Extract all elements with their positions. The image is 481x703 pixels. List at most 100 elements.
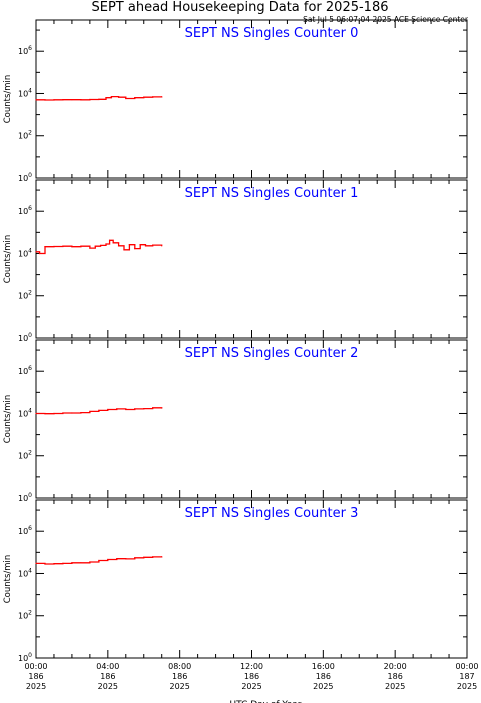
panel-title: SEPT NS Singles Counter 2: [185, 346, 359, 361]
data-point: [152, 407, 154, 409]
data-point: [89, 98, 91, 101]
data-point: [53, 245, 55, 248]
data-point: [161, 96, 163, 98]
x-tick-label: 186: [172, 672, 187, 681]
chart-panel-3: 100 102 104 106 SEPT NS Singles Counter 3 Cou…: [3, 499, 468, 663]
x-tick-label: 08:00: [168, 662, 191, 671]
x-tick-label: 186: [28, 672, 43, 681]
data-point: [107, 558, 109, 561]
data-point: [143, 408, 145, 410]
figure-title: SEPT ahead Housekeeping Data for 2025-18…: [92, 0, 389, 15]
x-tick-label: 2025: [241, 682, 261, 691]
data-point: [98, 98, 100, 100]
data-point: [134, 557, 136, 559]
x-tick-label: 16:00: [312, 662, 335, 671]
data-point: [53, 412, 55, 415]
panel-frame: [35, 179, 468, 339]
data-point: [152, 556, 154, 558]
x-tick-label: 00:00: [24, 662, 47, 671]
data-point: [134, 97, 136, 99]
y-tick-label: 100: [18, 492, 32, 503]
panel-title: SEPT NS Singles Counter 3: [185, 506, 359, 521]
data-point: [62, 99, 64, 101]
y-tick-label: 100: [18, 172, 32, 183]
data-point: [105, 243, 107, 245]
y-tick-label: 100: [18, 652, 32, 663]
y-axis-label: Counts/min: [3, 75, 13, 124]
data-point: [94, 245, 96, 247]
x-tick-label: 04:00: [96, 662, 119, 671]
data-point: [62, 245, 64, 247]
data-point: [143, 96, 145, 98]
y-tick-label: 106: [18, 365, 32, 376]
panel-frame: [35, 499, 468, 659]
y-tick-label: 104: [18, 567, 32, 578]
data-point: [125, 408, 127, 411]
x-tick-label: 187: [459, 672, 474, 681]
y-tick-label: 100: [18, 332, 32, 343]
data-point: [80, 412, 82, 414]
y-tick-label: 102: [18, 130, 32, 141]
data-point: [161, 245, 163, 247]
data-point: [152, 96, 154, 98]
y-axis-label: Counts/min: [3, 555, 13, 604]
panel-title: SEPT NS Singles Counter 0: [185, 26, 359, 41]
y-tick-label: 104: [18, 87, 32, 98]
data-point: [89, 561, 91, 563]
chart-panel-0: 100 102 104 106 SEPT NS Singles Counter 0 Cou…: [3, 19, 468, 183]
data-point: [71, 99, 73, 101]
data-point: [105, 97, 107, 99]
data-point: [118, 96, 120, 98]
data-point: [89, 247, 91, 249]
data-point: [125, 97, 127, 100]
data-point: [161, 407, 163, 409]
y-axis-label: Counts/min: [3, 235, 13, 284]
data-point: [144, 245, 147, 247]
panel-title: SEPT NS Singles Counter 1: [185, 186, 359, 201]
x-tick-label: 20:00: [384, 662, 407, 671]
x-tick-label: 2025: [98, 682, 118, 691]
data-point: [44, 246, 46, 248]
x-axis-label: UTC Day of Year: [230, 700, 302, 703]
data-point: [71, 246, 73, 248]
y-tick-label: 104: [18, 247, 32, 258]
data-point: [53, 563, 55, 565]
data-point: [44, 413, 46, 415]
data-point: [98, 559, 100, 562]
data-point: [62, 562, 64, 564]
x-tick-label: 12:00: [240, 662, 263, 671]
data-point: [62, 412, 64, 414]
data-point: [38, 252, 41, 255]
data-point: [125, 558, 127, 560]
data-point: [128, 244, 130, 246]
y-tick-label: 102: [18, 290, 32, 301]
data-point: [35, 251, 37, 253]
data-point: [44, 563, 46, 565]
y-tick-label: 106: [18, 525, 32, 536]
data-point: [134, 248, 136, 250]
x-tick-label: 2025: [169, 682, 189, 691]
data-point: [123, 249, 125, 251]
x-tick-label: 00:00: [455, 662, 478, 671]
data-point: [139, 244, 141, 246]
series-line: [36, 239, 163, 255]
data-point: [110, 96, 113, 98]
data-point: [98, 409, 100, 411]
x-tick-label: 186: [244, 672, 259, 681]
y-tick-label: 102: [18, 610, 32, 621]
data-point: [35, 99, 37, 101]
data-point: [161, 556, 163, 558]
y-axis-label: Counts/min: [3, 395, 13, 444]
data-point: [35, 412, 37, 415]
x-tick-label: 2025: [457, 682, 477, 691]
x-tick-label: 2025: [26, 682, 46, 691]
data-point: [89, 410, 91, 413]
x-tick-label: 186: [100, 672, 115, 681]
data-point: [152, 244, 154, 246]
data-point: [134, 408, 136, 410]
